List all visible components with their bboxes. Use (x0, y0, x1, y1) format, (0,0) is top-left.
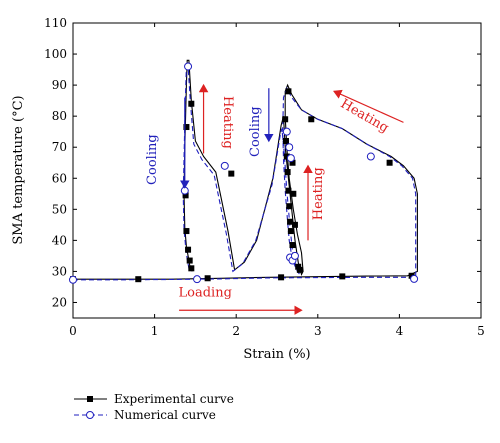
experimental-point (183, 124, 190, 131)
numerical-point (220, 161, 229, 170)
y-axis-ticks: 20 30 40 50 60 70 80 90 100 110 (44, 16, 481, 309)
series-layer (73, 59, 418, 281)
experimental-point (287, 228, 294, 235)
plot-frame (72, 22, 482, 319)
legend-entry-experimental: Experimental curve (74, 392, 234, 406)
experimental-point (283, 153, 290, 160)
numerical-point (193, 275, 202, 284)
experimental-point (282, 116, 289, 123)
numerical-point (285, 143, 294, 152)
x-tick-label: 2 (232, 324, 240, 338)
experimental-point (308, 116, 315, 123)
y-tick-label: 60 (52, 171, 67, 185)
legend-label-numerical: Numerical curve (114, 408, 216, 422)
experimental-point (282, 138, 289, 144)
experimental-point (386, 159, 393, 166)
experimental-point (295, 263, 302, 270)
numerical-point (69, 275, 77, 284)
series-line-experimental (73, 59, 418, 280)
experimental-point (278, 274, 285, 281)
experimental-point (287, 218, 294, 225)
numerical-point (366, 152, 375, 161)
experimental-point (290, 190, 297, 197)
plot-area (72, 22, 482, 319)
numerical-point (180, 186, 189, 195)
x-tick-label: 0 (69, 324, 77, 338)
annotation-cooling: Cooling (145, 134, 160, 185)
y-tick-label: 100 (44, 47, 67, 61)
legend-entry-numerical: Numerical curve (74, 408, 216, 422)
y-axis-label: SMA temperature (°C) (11, 95, 26, 244)
numerical-point (290, 251, 299, 260)
legend-marker-numerical (86, 411, 94, 419)
numerical-point (282, 127, 291, 136)
experimental-point (182, 192, 189, 199)
experimental-point (183, 228, 190, 235)
experimental-point (135, 276, 142, 283)
annotation-heating: Heating (338, 97, 391, 136)
y-tick-label: 30 (52, 264, 67, 278)
experimental-point (296, 266, 303, 273)
x-tick-label: 4 (396, 324, 404, 338)
numerical-point (410, 274, 419, 283)
legend: Experimental curve Numerical curve (74, 392, 234, 422)
experimental-point (204, 275, 211, 282)
experimental-point (291, 221, 298, 228)
annotation-arrow (333, 89, 404, 123)
annotation-heating: Heating (311, 167, 326, 220)
x-tick-label: 5 (477, 324, 485, 338)
y-tick-label: 20 (52, 295, 67, 309)
y-tick-label: 50 (52, 202, 67, 216)
legend-marker-experimental (87, 396, 93, 402)
x-axis-ticks: 0 1 2 3 4 5 (69, 23, 485, 338)
legend-label-experimental: Experimental curve (114, 392, 234, 406)
annotation-cooling: Cooling (248, 106, 263, 157)
experimental-point (289, 242, 296, 249)
y-tick-label: 90 (52, 78, 67, 92)
experimental-point (284, 169, 291, 176)
y-tick-label: 80 (52, 109, 67, 123)
annotation-loading: Loading (178, 285, 231, 300)
experimental-point (188, 265, 195, 272)
numerical-point (184, 62, 193, 71)
y-tick-label: 70 (52, 140, 67, 154)
experimental-point (228, 170, 235, 177)
y-tick-label: 40 (52, 233, 67, 247)
marker-layer (69, 62, 419, 284)
experimental-point (186, 257, 193, 264)
experimental-point (188, 100, 195, 107)
experimental-point (289, 159, 296, 166)
annotation-heating: Heating (220, 96, 235, 149)
experimental-point (285, 187, 292, 194)
series-line-numerical (73, 65, 417, 281)
experimental-point (285, 88, 292, 95)
numerical-point (286, 154, 295, 163)
experimental-point (286, 203, 293, 210)
experimental-point (185, 246, 192, 253)
x-axis-label: Strain (%) (243, 347, 310, 362)
experimental-point (339, 273, 346, 280)
x-tick-label: 3 (314, 324, 322, 338)
x-tick-label: 1 (151, 324, 159, 338)
y-tick-label: 110 (44, 16, 67, 30)
